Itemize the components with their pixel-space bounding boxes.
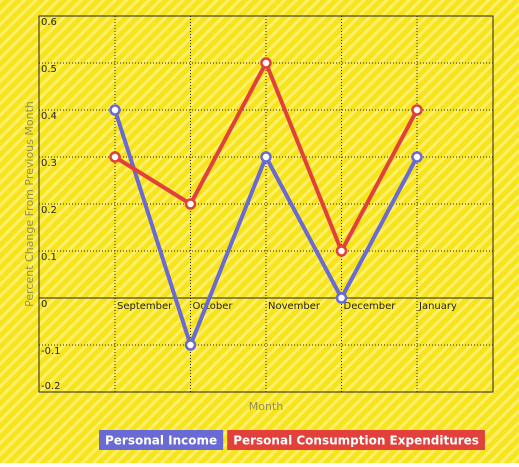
legend-label: Personal Income [105,434,217,448]
point [335,245,348,257]
x-tick-label: November [268,301,321,312]
x-tick-label: December [344,301,397,312]
point [335,292,348,304]
y-tick-label: 0.5 [41,64,57,75]
y-tick-label: 0.2 [41,205,57,216]
point [411,151,423,163]
y-tick-label: 0.4 [41,111,57,122]
x-tick-label: October [193,301,234,312]
point [184,198,197,210]
point [411,104,423,116]
point [184,339,197,351]
y-tick-label: -0.1 [41,346,61,357]
point [260,151,272,163]
y-axis-title: Percent Change From Previous Month [23,101,36,307]
x-tick-label: September [117,301,173,312]
x-tick-label: January [418,301,457,312]
point [260,57,272,69]
legend: Personal Income Personal Consumption Expe… [99,430,485,450]
y-tick-label: 0.6 [41,17,57,28]
x-axis-title: Month [249,400,284,413]
legend-item [227,430,485,450]
y-tick-label: 0 [41,299,47,310]
legend-item [99,430,224,450]
y-tick-label: -0.2 [41,381,61,392]
y-tick-label: 0.1 [41,252,57,263]
legend-label: Personal Consumption Expenditures [233,434,479,448]
y-tick-label: 0.3 [41,158,57,169]
point [109,151,121,163]
point [109,104,121,116]
